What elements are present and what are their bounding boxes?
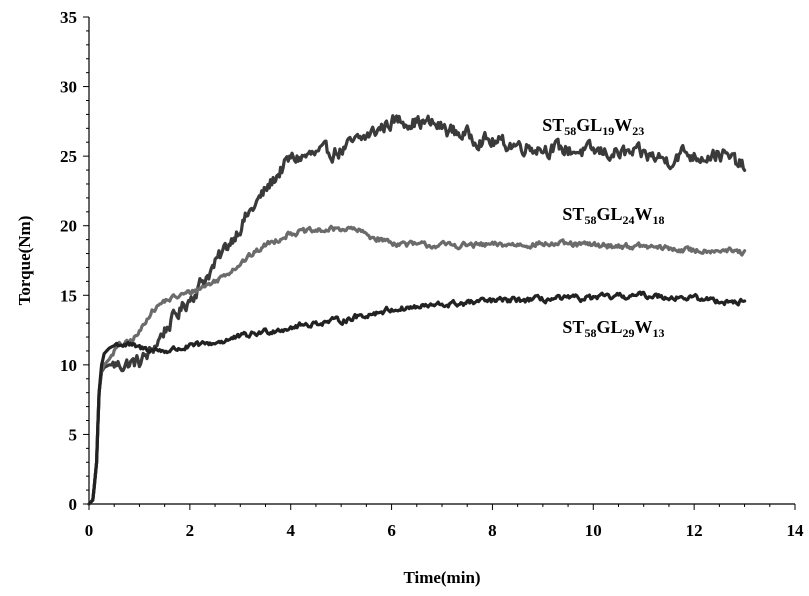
y-tick-label: 15 [60, 286, 77, 305]
x-tick-label: 14 [787, 521, 805, 540]
axes: 0 5 10 15 20 25 30 35 0 2 4 6 8 10 12 14 [60, 8, 804, 540]
series-label-2: ST58GL24W18 [562, 204, 664, 227]
x-tick-label: 4 [286, 521, 295, 540]
x-tick-label: 8 [488, 521, 497, 540]
series-line-2 [87, 224, 747, 506]
y-tick-label: 25 [60, 147, 77, 166]
x-axis-title: Time(min) [403, 568, 480, 587]
x-tick-label: 10 [585, 521, 602, 540]
y-axis-title: Torque(Nm) [15, 216, 34, 306]
y-tick-label: 30 [60, 78, 77, 97]
series-line-3 [87, 290, 747, 506]
y-tick-label: 5 [69, 425, 78, 444]
y-tick-label: 20 [60, 217, 77, 236]
x-tick-label: 6 [387, 521, 396, 540]
y-tick-label: 0 [69, 495, 78, 514]
series-label-1: ST58GL19W23 [542, 115, 644, 138]
x-tick-label: 2 [186, 521, 195, 540]
x-tick-label: 0 [85, 521, 94, 540]
y-tick-label: 10 [60, 356, 77, 375]
series-lines [87, 114, 747, 506]
x-tick-label: 12 [686, 521, 703, 540]
series-label-3: ST58GL29W13 [562, 317, 664, 340]
y-tick-label: 35 [60, 8, 77, 27]
series-labels: ST58GL19W23 ST58GL24W18 ST58GL29W13 [542, 115, 664, 340]
series-line-1 [87, 114, 747, 506]
